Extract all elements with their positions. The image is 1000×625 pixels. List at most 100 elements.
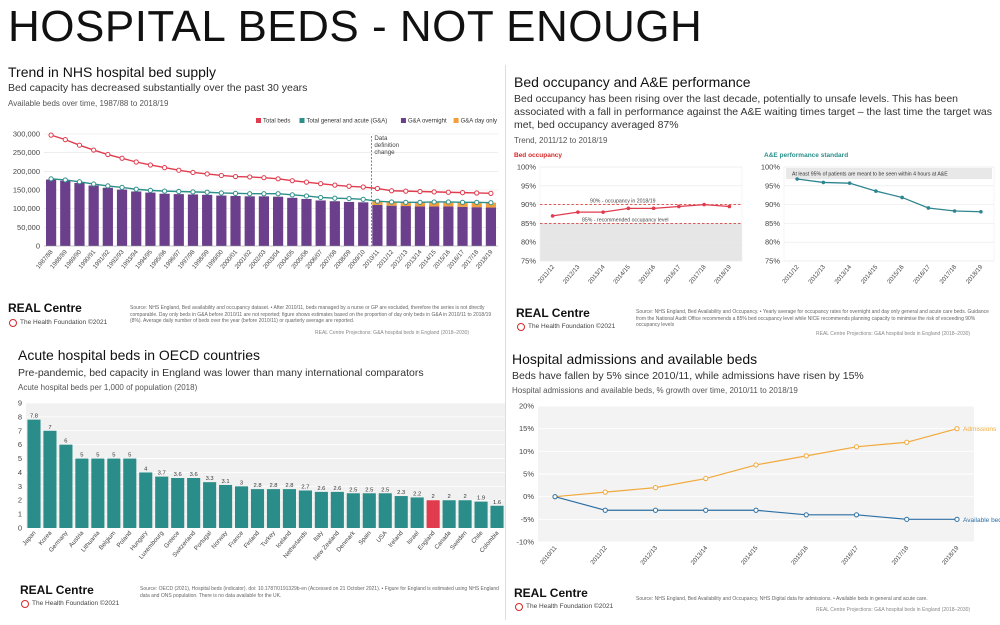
x-tick-label: Norway	[210, 529, 229, 550]
bed-supply-chart: 300,000 250,000 200,000 150,000 100,000 50,00…	[13, 118, 498, 270]
data-point	[576, 210, 580, 214]
ae-performance-chart: A&E performance standard 100% 95% 90% 85% 80%…	[761, 152, 995, 285]
data-point	[105, 183, 111, 189]
data-point	[403, 188, 409, 194]
projections-note: REAL Centre Projections: G&A hospital be…	[816, 607, 971, 613]
x-tick-label: Chile	[470, 529, 485, 545]
y-tick-label: 200,000	[13, 167, 40, 176]
x-tick-label: 2011/12	[589, 544, 609, 566]
data-label: 1.9	[477, 496, 485, 502]
bar	[314, 491, 328, 528]
panel-subtitle: Bed capacity has decreased substantially…	[8, 82, 308, 94]
data-label: 2.6	[333, 486, 341, 492]
data-label: 2.7	[301, 485, 309, 491]
x-tick-label: USA	[375, 529, 389, 544]
data-point	[388, 199, 395, 205]
x-tick-label: Finland	[243, 529, 262, 549]
x-tick-label: 2018/19	[965, 263, 985, 285]
data-point	[318, 194, 324, 201]
data-label: 2.5	[349, 487, 357, 493]
bar-ga-overnight	[60, 180, 71, 246]
bar-ga-overnight	[443, 206, 454, 246]
data-point	[753, 462, 759, 468]
bar-ga-overnight	[45, 179, 57, 246]
data-point	[753, 507, 759, 513]
data-point	[261, 191, 267, 197]
data-point	[261, 175, 267, 181]
projections-note: REAL Centre Projections: G&A hospital be…	[816, 331, 971, 337]
bar	[187, 478, 201, 528]
data-point	[147, 162, 154, 168]
data-point	[76, 179, 83, 185]
y-tick-label: 3	[18, 482, 22, 491]
y-tick-label: 300,000	[13, 130, 40, 139]
data-point	[904, 516, 910, 522]
data-point	[904, 439, 910, 445]
projections-note: REAL Centre Projections: G&A hospital be…	[315, 330, 470, 336]
brand-logo-icon	[515, 603, 523, 611]
data-point	[374, 185, 381, 192]
data-point	[332, 182, 338, 188]
bar-ga-overnight	[400, 206, 411, 246]
data-point	[979, 209, 983, 214]
bar-ga-overnight	[272, 196, 284, 246]
data-point	[289, 192, 295, 198]
data-label: 5	[80, 453, 83, 459]
panel-subtitle: Pre-pandemic, bed capacity in England wa…	[18, 367, 424, 379]
data-point	[275, 176, 281, 182]
data-point	[232, 190, 239, 196]
bar-ga-overnight	[244, 196, 255, 246]
data-point	[417, 188, 423, 195]
bar-ga-overnight	[202, 194, 213, 246]
panel-title: Hospital admissions and available beds	[512, 351, 758, 367]
bar-ga-overnight	[159, 193, 170, 246]
x-tick-label: 2014/15	[740, 544, 760, 566]
bar-ga-overnight	[358, 202, 369, 246]
oecd-beds-chart: 98765432107.8Japan7Korea6Germany5Austria…	[18, 399, 505, 562]
x-tick-label: 2012/13	[639, 544, 659, 566]
data-label: 6	[64, 439, 67, 445]
y-tick-label: 80%	[765, 238, 780, 247]
data-point	[204, 189, 210, 195]
x-tick-label: 2011/12	[537, 263, 557, 285]
data-point	[133, 159, 139, 165]
data-label: 5	[112, 453, 115, 459]
x-tick-label: 2012/13	[807, 263, 827, 285]
bar	[458, 500, 472, 528]
data-label: 2.6	[317, 486, 325, 492]
bar-ga-overnight	[116, 189, 128, 246]
panel-note: Available beds over time, 1987/88 to 201…	[8, 99, 169, 108]
data-point	[550, 214, 555, 218]
data-label: 2.5	[381, 487, 389, 493]
chart-title: Bed occupancy	[514, 152, 562, 159]
bar	[123, 458, 137, 528]
bar-ga-overnight	[187, 194, 199, 246]
bar	[139, 472, 153, 528]
brand-logo-icon	[21, 600, 29, 608]
series-line	[552, 203, 730, 217]
panel-note: Acute hospital beds per 1,000 of populat…	[18, 383, 198, 392]
x-tick-label: 2012/13	[562, 263, 582, 285]
brand-subtext: The Health Foundation ©2021	[528, 323, 616, 330]
legend-label: Total beds	[263, 119, 290, 125]
brand-logo-icon	[9, 319, 17, 327]
brand-logo-text: REAL Centre	[20, 583, 94, 597]
data-point	[652, 485, 659, 491]
data-point	[105, 151, 111, 158]
data-label: 5	[96, 453, 99, 459]
data-point	[275, 191, 281, 197]
y-tick-label: 90%	[521, 200, 536, 209]
x-tick-label: Portugal	[193, 530, 213, 552]
occupancy-panel: Bed occupancy and A&E performance Bed oc…	[508, 65, 1000, 340]
y-tick-label: 95%	[521, 181, 536, 190]
data-point	[218, 190, 224, 196]
data-point	[48, 176, 54, 182]
reference-label: 85% - recommended occupancy level	[582, 217, 669, 223]
brand-logo-text: REAL Centre	[516, 306, 590, 320]
bar	[298, 490, 312, 528]
x-tick-label: Ireland	[387, 529, 405, 548]
data-point	[388, 188, 395, 194]
bar	[346, 493, 360, 528]
bar-ga-overnight	[315, 200, 326, 246]
bar	[490, 505, 504, 528]
